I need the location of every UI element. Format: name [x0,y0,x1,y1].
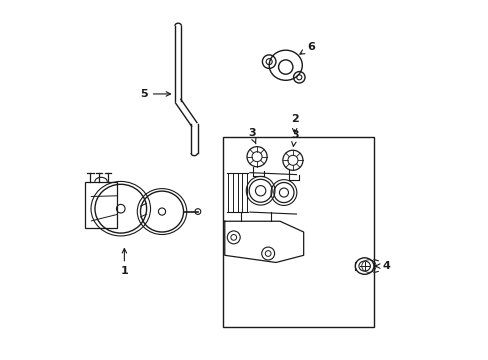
Bar [85,182,117,228]
Text: 2: 2 [290,114,298,133]
Text: 4: 4 [375,261,389,271]
Text: 6: 6 [299,42,314,54]
Text: 3: 3 [247,129,255,144]
Text: 1: 1 [120,248,128,276]
Text: 3: 3 [290,130,298,147]
Text: 5: 5 [140,89,170,99]
Bar [223,137,373,327]
